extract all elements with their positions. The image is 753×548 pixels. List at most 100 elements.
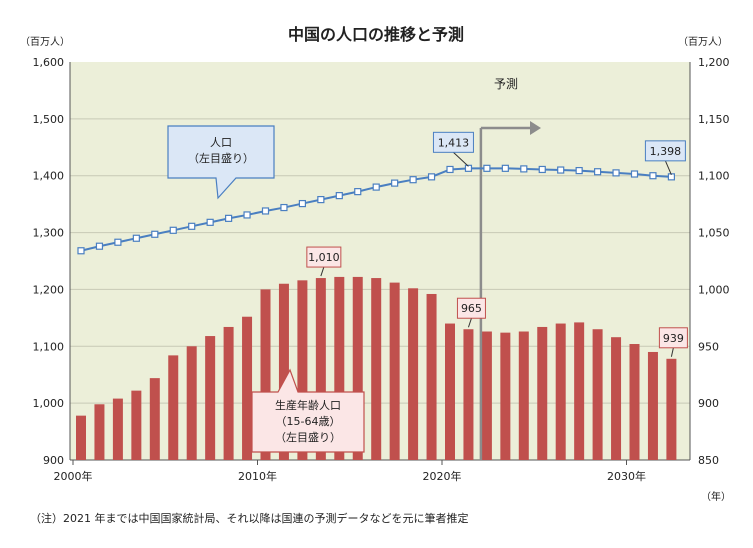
marker-total-population — [409, 176, 417, 184]
bar-working-age — [131, 390, 142, 460]
marker-total-population — [557, 166, 565, 174]
marker-total-population — [243, 211, 251, 219]
callout-leader — [453, 151, 469, 167]
bar-working-age — [592, 329, 603, 460]
legend-total-population: （左目盛り） — [188, 151, 254, 165]
bar-working-age — [315, 278, 326, 460]
bar-working-age — [76, 415, 86, 460]
legend-working-age: 生産年齢人口 — [275, 398, 341, 412]
legend-bubble-working-age — [251, 368, 365, 453]
legend-working-age: （15-64歳） — [276, 415, 341, 428]
right-tick-label: 1,200 — [698, 56, 730, 69]
bar-working-age — [611, 337, 622, 460]
marker-total-population — [261, 207, 270, 215]
marker-total-population — [427, 173, 436, 181]
marker-total-population — [372, 183, 380, 191]
bar-working-age — [278, 283, 289, 460]
marker-total-population — [77, 247, 85, 255]
bar-working-age — [168, 355, 179, 460]
marker-total-population — [298, 199, 306, 208]
bar-working-age — [297, 280, 308, 460]
left-tick-label: 1,400 — [33, 170, 65, 183]
left-tick-label: 1,200 — [33, 283, 65, 296]
marker-total-population — [483, 164, 491, 172]
right-tick-label: 1,050 — [698, 227, 730, 240]
bar-working-age — [186, 346, 197, 460]
callout-box — [644, 140, 686, 162]
forecast-label: 予測 — [494, 77, 518, 91]
callout-value: 1,398 — [650, 145, 682, 158]
bar-working-age — [408, 288, 419, 460]
bar-working-age — [371, 278, 382, 460]
marker-total-population — [630, 170, 639, 178]
bar-working-age — [112, 398, 123, 460]
bar-working-age — [260, 289, 271, 460]
x-axis-unit: （年） — [701, 490, 731, 503]
marker-total-population — [188, 222, 196, 230]
bar-working-age — [481, 331, 492, 460]
legend-working-age: （左目盛り） — [275, 430, 341, 444]
marker-total-population — [612, 169, 620, 177]
x-tick-label: 2030年 — [607, 469, 646, 483]
bar-working-age — [352, 276, 363, 460]
bar-working-age — [223, 326, 234, 460]
right-tick-label: 850 — [698, 454, 719, 467]
marker-total-population — [169, 226, 177, 234]
bar-working-age — [500, 332, 511, 460]
left-tick-label: 1,500 — [33, 113, 65, 126]
bar-working-age — [666, 358, 677, 460]
callout-box — [658, 327, 688, 349]
left-tick-label: 900 — [43, 454, 64, 467]
marker-total-population — [95, 242, 104, 250]
marker-total-population — [446, 165, 454, 174]
left-tick-label: 1,000 — [33, 397, 65, 410]
marker-total-population — [464, 164, 473, 172]
marker-total-population — [206, 218, 214, 226]
chart-title: 中国の人口の推移と予測 — [288, 25, 464, 44]
callout-leader — [670, 347, 674, 357]
callout-value: 1,010 — [308, 251, 340, 264]
marker-total-population — [225, 214, 233, 222]
marker-total-population — [151, 230, 159, 238]
source-note: （注）2021 年までは中国国家統計局、それ以降は国連の予測データなどを元に筆者… — [30, 512, 469, 525]
callout-box — [432, 131, 474, 153]
legend-total-population: 人口 — [210, 136, 232, 149]
marker-total-population — [593, 168, 602, 176]
bar-working-age — [574, 322, 585, 460]
marker-total-population — [114, 238, 122, 246]
marker-total-population — [501, 164, 509, 172]
x-tick-label: 2010年 — [238, 469, 277, 483]
marker-total-population — [354, 188, 362, 196]
bar-working-age — [555, 323, 566, 460]
x-tick-label: 2020年 — [423, 469, 462, 483]
callout-box — [306, 246, 342, 268]
right-tick-label: 1,100 — [698, 170, 730, 183]
bar-working-age — [518, 331, 529, 460]
callout-value: 965 — [461, 302, 482, 315]
marker-total-population — [317, 195, 325, 204]
left-axis-unit: （百万人） — [20, 36, 70, 48]
left-tick-label: 1,100 — [33, 340, 65, 353]
bar-working-age — [463, 329, 474, 460]
callout-box — [456, 297, 486, 319]
bar-working-age — [426, 293, 437, 460]
marker-total-population — [538, 165, 546, 174]
right-axis-unit: （百万人） — [678, 36, 728, 48]
callout-value: 1,413 — [438, 136, 470, 149]
x-tick-label: 2000年 — [54, 469, 93, 483]
bar-working-age — [647, 351, 658, 460]
right-tick-label: 1,150 — [698, 113, 730, 126]
callout-leader — [320, 266, 325, 277]
marker-total-population — [391, 179, 399, 187]
bar-working-age — [149, 378, 160, 460]
bar-working-age — [205, 336, 216, 460]
bar-working-age — [94, 404, 105, 460]
callout-leader — [467, 318, 472, 328]
callout-value: 939 — [663, 332, 684, 345]
left-tick-label: 1,300 — [33, 227, 65, 240]
right-tick-label: 900 — [698, 397, 719, 410]
right-tick-label: 950 — [698, 340, 719, 353]
marker-total-population — [132, 234, 140, 242]
marker-total-population — [520, 165, 528, 173]
